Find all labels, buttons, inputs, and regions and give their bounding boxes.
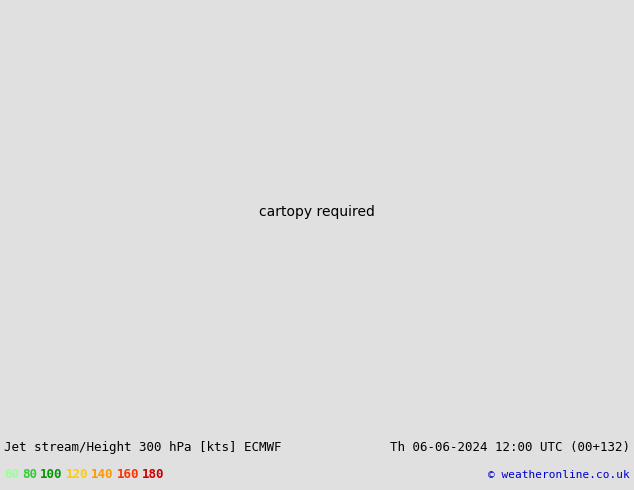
Text: Th 06-06-2024 12:00 UTC (00+132): Th 06-06-2024 12:00 UTC (00+132)	[390, 441, 630, 454]
Text: 80: 80	[22, 468, 37, 481]
Text: 140: 140	[91, 468, 113, 481]
Text: © weatheronline.co.uk: © weatheronline.co.uk	[488, 470, 630, 480]
Text: 160: 160	[117, 468, 139, 481]
Text: 120: 120	[65, 468, 88, 481]
Text: Jet stream/Height 300 hPa [kts] ECMWF: Jet stream/Height 300 hPa [kts] ECMWF	[4, 441, 281, 454]
Text: 100: 100	[40, 468, 63, 481]
Text: cartopy required: cartopy required	[259, 205, 375, 219]
Text: 60: 60	[4, 468, 19, 481]
Text: 180: 180	[142, 468, 164, 481]
